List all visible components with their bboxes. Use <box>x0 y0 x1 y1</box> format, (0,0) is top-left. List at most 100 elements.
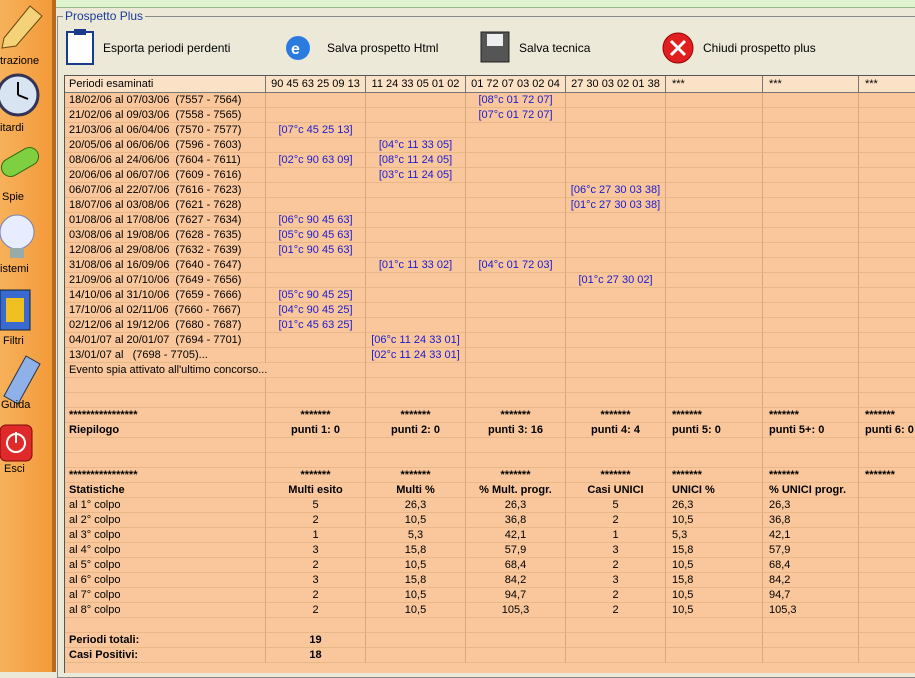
table-cell: 04/01/07 al 20/01/07 (7694 - 7701) <box>65 333 266 348</box>
table-cell: 08/06/06 al 24/06/06 (7604 - 7611) <box>65 153 266 168</box>
empty-cell <box>366 648 466 663</box>
table-cell: ******* <box>266 408 366 423</box>
table-cell: [04°c 01 72 03] <box>466 258 566 273</box>
table-cell: 57,9 <box>763 543 859 558</box>
sidebar-item[interactable]: trazione <box>0 55 40 67</box>
table-cell: [05°c 90 45 63] <box>266 228 366 243</box>
empty-cell <box>666 258 763 273</box>
close-button[interactable]: Chiudi prospetto plus <box>703 41 816 55</box>
table-cell: 5 <box>266 498 366 513</box>
table-cell: 26,3 <box>763 498 859 513</box>
table-cell: 26,3 <box>666 498 763 513</box>
table-cell: 5,3 <box>366 528 466 543</box>
table-cell: 94,7 <box>763 588 859 603</box>
empty-cell <box>666 108 763 123</box>
empty-cell <box>666 438 763 453</box>
sidebar-item[interactable]: Spie <box>2 191 25 203</box>
table-cell: 10,5 <box>366 588 466 603</box>
empty-cell <box>65 618 266 633</box>
empty-cell <box>859 483 915 498</box>
empty-cell <box>763 303 859 318</box>
table-cell: punti 1: 0 <box>266 423 366 438</box>
table-cell: 90 45 63 25 09 13 <box>266 76 366 93</box>
empty-cell <box>859 648 915 663</box>
table-cell: 15,8 <box>666 543 763 558</box>
empty-cell <box>466 138 566 153</box>
table-cell: 36,8 <box>763 513 859 528</box>
table-cell: *** <box>666 76 763 93</box>
html-icon[interactable] <box>286 36 310 60</box>
empty-cell <box>666 303 763 318</box>
empty-cell <box>859 393 915 408</box>
table-cell: al 2° colpo <box>65 513 266 528</box>
empty-cell <box>859 213 915 228</box>
sidebar-item[interactable]: Esci <box>4 463 25 475</box>
empty-cell <box>466 198 566 213</box>
empty-cell <box>859 153 915 168</box>
empty-cell <box>566 168 666 183</box>
empty-cell <box>566 363 666 378</box>
empty-cell <box>666 273 763 288</box>
sidebar-item[interactable]: istemi <box>0 263 29 275</box>
empty-cell <box>666 213 763 228</box>
empty-cell <box>859 543 915 558</box>
empty-cell <box>266 348 366 363</box>
empty-cell <box>763 648 859 663</box>
table-cell: [05°c 90 45 25] <box>266 288 366 303</box>
empty-cell <box>566 393 666 408</box>
table-cell: 2 <box>266 513 366 528</box>
sidebar-item[interactable]: itardi <box>0 122 24 134</box>
results-table: Periodi esaminati 90 45 63 25 09 13 11 24 … <box>64 75 915 673</box>
export-icon[interactable] <box>66 31 94 65</box>
table-cell: 21/03/06 al 06/04/06 (7570 - 7577) <box>65 123 266 138</box>
table-cell: ******* <box>859 408 915 423</box>
empty-cell <box>763 363 859 378</box>
table-cell: [01°c 45 63 25] <box>266 318 366 333</box>
empty-cell <box>859 303 915 318</box>
empty-cell <box>266 393 366 408</box>
empty-cell <box>466 318 566 333</box>
table-cell: punti 5+: 0 <box>763 423 859 438</box>
table-cell: 84,2 <box>466 573 566 588</box>
empty-cell <box>763 213 859 228</box>
empty-cell <box>266 618 366 633</box>
save-tech-button[interactable]: Salva tecnica <box>519 41 591 55</box>
table-cell: 11 24 33 05 01 02 <box>366 76 466 93</box>
empty-cell <box>566 243 666 258</box>
empty-cell <box>859 378 915 393</box>
sidebar-item[interactable]: Guida <box>1 399 31 411</box>
table-cell: 2 <box>566 603 666 618</box>
empty-cell <box>266 183 366 198</box>
save-html-button[interactable]: Salva prospetto Html <box>327 41 439 55</box>
empty-cell <box>566 348 666 363</box>
note: Evento spia attivato all'ultimo concorso… <box>65 363 267 378</box>
empty-cell <box>466 168 566 183</box>
empty-cell <box>266 168 366 183</box>
sidebar-item[interactable]: Filtri <box>3 335 24 347</box>
table-cell: 3 <box>266 543 366 558</box>
empty-cell <box>466 273 566 288</box>
export-button[interactable]: Esporta periodi perdenti <box>103 41 231 55</box>
table-cell: ******* <box>566 408 666 423</box>
table-cell: [01°c 27 30 02] <box>566 273 666 288</box>
empty-cell <box>666 633 763 648</box>
table-cell: 15,8 <box>666 573 763 588</box>
empty-cell <box>666 378 763 393</box>
empty-cell <box>466 228 566 243</box>
empty-cell <box>763 93 859 108</box>
table-cell: 105,3 <box>466 603 566 618</box>
empty-cell <box>859 573 915 588</box>
table-cell: ******* <box>666 408 763 423</box>
empty-cell <box>566 123 666 138</box>
empty-cell <box>666 348 763 363</box>
empty-cell <box>366 363 466 378</box>
empty-cell <box>763 618 859 633</box>
empty-cell <box>859 198 915 213</box>
empty-cell <box>859 363 915 378</box>
table-cell: punti 6: 0 <box>859 423 915 438</box>
table-cell: Casi Positivi: <box>65 648 266 663</box>
table-cell: [01°c 27 30 03 38] <box>566 198 666 213</box>
table-cell: 10,5 <box>666 513 763 528</box>
table-cell: 10,5 <box>666 558 763 573</box>
table-cell: ******* <box>666 468 763 483</box>
